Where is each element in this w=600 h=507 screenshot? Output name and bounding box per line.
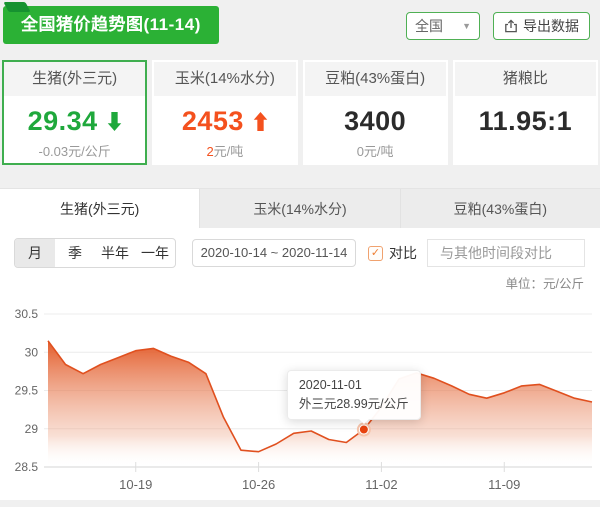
period-group: 月 季 半年 一年 bbox=[14, 238, 176, 268]
svg-text:29.5: 29.5 bbox=[15, 384, 39, 398]
compare-label: 对比 bbox=[389, 245, 417, 261]
svg-text:11-09: 11-09 bbox=[488, 477, 520, 492]
period-button-year[interactable]: 一年 bbox=[141, 245, 169, 261]
card-title: 猪粮比 bbox=[454, 62, 596, 96]
period-button-month[interactable]: 月 bbox=[15, 239, 55, 267]
check-icon: ✓ bbox=[370, 246, 381, 259]
compare-checkbox[interactable]: ✓ bbox=[368, 245, 383, 261]
svg-text:28.5: 28.5 bbox=[15, 460, 39, 474]
summary-card-pig-grain-ratio[interactable]: 猪粮比 11.95:1 bbox=[452, 60, 598, 165]
topbar: 全国猪价趋势图(11-14) 全国 ▼ 导出数据 bbox=[0, 0, 600, 56]
card-value: 29.34 bbox=[27, 105, 98, 136]
card-value: 2453 bbox=[181, 105, 244, 136]
summary-card-pig[interactable]: 生猪(外三元) 29.34 -0.03元/公斤 bbox=[2, 60, 148, 165]
card-title: 生猪(外三元) bbox=[4, 62, 146, 96]
upload-icon bbox=[505, 19, 517, 33]
compare-toggle[interactable]: ✓ 对比 bbox=[368, 243, 417, 263]
tooltip-date: 2020-11-01 bbox=[298, 377, 362, 392]
price-line bbox=[47, 340, 593, 453]
price-trend-chart[interactable]: 28.5 29 29.5 30 30.5 10-19 10-26 11-02 11-09 202… bbox=[0, 288, 600, 500]
chart-tooltip: 2020-11-01 外三元28.99元/公斤 bbox=[286, 369, 421, 425]
highlight-dot bbox=[358, 424, 369, 435]
tab-live-pig[interactable]: 生猪(外三元) bbox=[0, 189, 200, 228]
svg-text:30: 30 bbox=[25, 345, 39, 359]
region-dropdown[interactable]: 全国 ▼ bbox=[406, 12, 480, 40]
title-badge: 全国猪价趋势图(11-14) bbox=[3, 6, 219, 44]
svg-text:10-19: 10-19 bbox=[119, 477, 152, 492]
date-range-picker[interactable]: 2020-10-14 ~ 2020-11-14 bbox=[192, 239, 356, 267]
card-value: 3400 bbox=[344, 105, 407, 136]
tooltip-value: 外三元28.99元/公斤 bbox=[298, 396, 409, 411]
card-title: 玉米(14%水分) bbox=[154, 62, 296, 96]
svg-text:10-26: 10-26 bbox=[242, 477, 275, 492]
region-value: 全国 bbox=[415, 18, 443, 34]
chart-controls: 月 季 半年 一年 2020-10-14 ~ 2020-11-14 ✓ 对比 bbox=[14, 238, 600, 268]
trend-down-icon bbox=[107, 111, 121, 131]
chart-svg: 28.5 29 29.5 30 30.5 10-19 10-26 11-02 11-09 bbox=[15, 307, 593, 492]
trend-up-icon bbox=[253, 111, 268, 131]
summary-cards: 生猪(外三元) 29.34 -0.03元/公斤 玉米(14%水分) 2453 bbox=[2, 60, 598, 165]
card-value: 11.95:1 bbox=[478, 105, 573, 136]
compare-period-input[interactable] bbox=[427, 239, 585, 267]
page-title: 全国猪价趋势图(11-14) bbox=[21, 15, 201, 34]
export-label: 导出数据 bbox=[523, 18, 579, 34]
summary-card-soymeal[interactable]: 豆粕(43%蛋白) 3400 0元/吨 bbox=[302, 60, 448, 165]
summary-card-corn[interactable]: 玉米(14%水分) 2453 2元/吨 bbox=[152, 60, 298, 165]
card-title: 豆粕(43%蛋白) bbox=[304, 62, 446, 96]
period-button-quarter[interactable]: 季 bbox=[68, 245, 82, 261]
chart-panel: 生猪(外三元) 玉米(14%水分) 豆粕(43%蛋白) 月 季 半年 一年 20… bbox=[0, 188, 600, 500]
period-button-half-year[interactable]: 半年 bbox=[101, 245, 129, 261]
unit-label: 单位：元/公斤 bbox=[505, 277, 584, 291]
tab-bar: 生猪(外三元) 玉米(14%水分) 豆粕(43%蛋白) bbox=[0, 188, 600, 228]
topbar-controls: 全国 ▼ 导出数据 bbox=[406, 12, 590, 40]
card-change: -0.03元/公斤 bbox=[38, 144, 111, 159]
tooltip-pointer bbox=[357, 418, 370, 430]
tab-corn[interactable]: 玉米(14%水分) bbox=[199, 189, 400, 228]
tab-soymeal[interactable]: 豆粕(43%蛋白) bbox=[399, 189, 600, 228]
card-change: 0元/吨 bbox=[356, 144, 394, 159]
svg-text:30.5: 30.5 bbox=[15, 307, 39, 321]
caret-down-icon: ▼ bbox=[462, 21, 471, 31]
svg-text:11-02: 11-02 bbox=[365, 477, 397, 492]
card-change: 2元/吨 bbox=[206, 144, 244, 159]
svg-text:29: 29 bbox=[25, 422, 39, 436]
export-data-button[interactable]: 导出数据 bbox=[493, 12, 590, 40]
